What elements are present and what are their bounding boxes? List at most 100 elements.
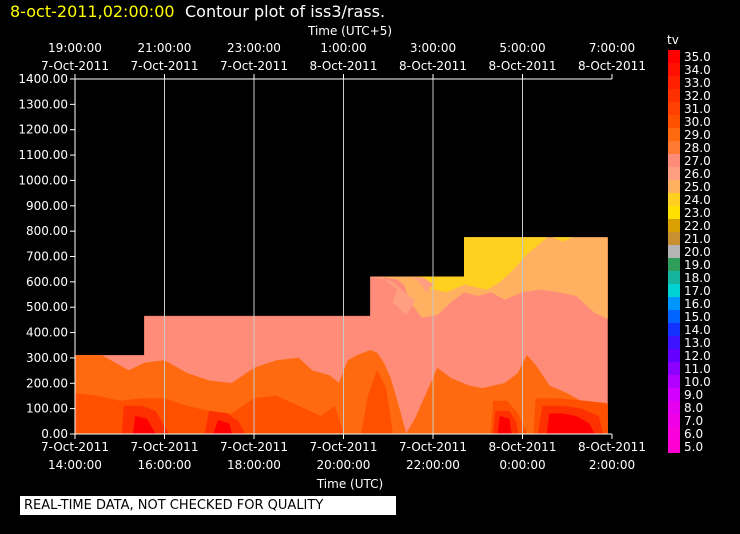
legend-swatch bbox=[668, 245, 680, 258]
y-tick-label: 800.00 bbox=[26, 224, 68, 238]
y-tick-label: 0.00 bbox=[41, 427, 68, 441]
legend-swatch bbox=[668, 362, 680, 375]
legend-label: 5.0 bbox=[684, 440, 703, 454]
legend-label: 33.0 bbox=[684, 76, 711, 90]
legend-label: 14.0 bbox=[684, 323, 711, 337]
legend-label: 25.0 bbox=[684, 180, 711, 194]
header-timestamp: 8-oct-2011,02:00:00 bbox=[10, 2, 175, 21]
x2-tick-time: 3:00:00 bbox=[410, 41, 456, 55]
y-axis-ticks: 0.00 100.00 200.00 300.00 400.00 500.00 600.00… bbox=[18, 72, 75, 441]
legend-swatch bbox=[668, 115, 680, 128]
y-tick-label: 200.00 bbox=[26, 376, 68, 390]
y-tick-label: 700.00 bbox=[26, 250, 68, 264]
legend-swatch bbox=[668, 297, 680, 310]
legend-swatch bbox=[668, 206, 680, 219]
legend-swatch bbox=[668, 310, 680, 323]
x-tick-date: 8-Oct-2011 bbox=[578, 440, 646, 454]
x-tick-time: 16:00:00 bbox=[138, 458, 192, 472]
x-tick-date: 7-Oct-2011 bbox=[310, 440, 378, 454]
y-tick-label: 300.00 bbox=[26, 351, 68, 365]
legend-swatch bbox=[668, 50, 680, 63]
y-tick-label: 900.00 bbox=[26, 199, 68, 213]
gridlines bbox=[164, 79, 523, 434]
x-tick-time: 20:00:00 bbox=[317, 458, 371, 472]
legend-swatch bbox=[668, 427, 680, 440]
legend-swatch bbox=[668, 141, 680, 154]
x-tick-time: 14:00:00 bbox=[48, 458, 102, 472]
x2-axis-ticks: 19:00:00 7-Oct-2011 21:00:00 7-Oct-2011 23:0… bbox=[41, 41, 646, 79]
contour-regions bbox=[74, 237, 608, 435]
legend-label: 11.0 bbox=[684, 362, 711, 376]
legend-label: 32.0 bbox=[684, 89, 711, 103]
x-tick-date: 7-Oct-2011 bbox=[131, 440, 199, 454]
legend-label: 35.0 bbox=[684, 50, 711, 64]
legend-title: tv bbox=[667, 33, 679, 47]
x2-axis-label: Time (UTC+5) bbox=[307, 24, 392, 38]
x2-tick-time: 21:00:00 bbox=[138, 41, 192, 55]
x2-tick-date: 8-Oct-2011 bbox=[310, 59, 378, 73]
legend-label: 12.0 bbox=[684, 349, 711, 363]
legend-swatch bbox=[668, 258, 680, 271]
legend-label: 29.0 bbox=[684, 128, 711, 142]
x-tick-time: 2:00:00 bbox=[589, 458, 635, 472]
legend-label: 7.0 bbox=[684, 414, 703, 428]
contour-region-34 bbox=[497, 415, 512, 435]
x-tick-date: 7-Oct-2011 bbox=[41, 440, 109, 454]
legend-swatch bbox=[668, 336, 680, 349]
legend-label: 24.0 bbox=[684, 193, 711, 207]
y-tick-label: 400.00 bbox=[26, 326, 68, 340]
contour-region-26 bbox=[370, 276, 416, 316]
header-title: Contour plot of iss3/rass. bbox=[185, 2, 385, 21]
legend-swatch bbox=[668, 154, 680, 167]
legend-swatch bbox=[668, 271, 680, 284]
legend-label: 23.0 bbox=[684, 206, 711, 220]
x2-tick-time: 1:00:00 bbox=[320, 41, 366, 55]
legend-swatch bbox=[668, 375, 680, 388]
legend-swatch bbox=[668, 76, 680, 89]
x-tick-time: 22:00:00 bbox=[406, 458, 460, 472]
x2-tick-date: 8-Oct-2011 bbox=[489, 59, 557, 73]
y-tick-label: 1100.00 bbox=[18, 148, 68, 162]
legend-label: 18.0 bbox=[684, 271, 711, 285]
x2-tick-time: 19:00:00 bbox=[48, 41, 102, 55]
legend-swatch bbox=[668, 440, 680, 453]
x2-tick-time: 7:00:00 bbox=[589, 41, 635, 55]
legend-label: 34.0 bbox=[684, 63, 711, 77]
legend-swatch bbox=[668, 284, 680, 297]
x2-tick-time: 5:00:00 bbox=[499, 41, 545, 55]
quality-notice: REAL-TIME DATA, NOT CHECKED FOR QUALITY bbox=[20, 496, 396, 515]
x-tick-time: 18:00:00 bbox=[227, 458, 281, 472]
x2-tick-date: 7-Oct-2011 bbox=[131, 59, 199, 73]
legend-swatch bbox=[668, 323, 680, 336]
legend-swatch bbox=[668, 232, 680, 245]
y-tick-label: 1200.00 bbox=[18, 123, 68, 137]
x-tick-date: 7-Oct-2011 bbox=[399, 440, 467, 454]
legend-swatch bbox=[668, 89, 680, 102]
x2-tick-time: 23:00:00 bbox=[227, 41, 281, 55]
quality-notice-text: REAL-TIME DATA, NOT CHECKED FOR QUALITY bbox=[24, 498, 324, 513]
x-tick-date: 8-Oct-2011 bbox=[489, 440, 557, 454]
y-tick-label: 1000.00 bbox=[18, 173, 68, 187]
x-axis-ticks: 7-Oct-2011 14:00:00 7-Oct-2011 16:00:00 7-Oc… bbox=[41, 434, 646, 472]
legend-label: 19.0 bbox=[684, 258, 711, 272]
legend-label: 10.0 bbox=[684, 375, 711, 389]
y-tick-label: 100.00 bbox=[26, 402, 68, 416]
legend-label: 30.0 bbox=[684, 115, 711, 129]
legend-label: 31.0 bbox=[684, 102, 711, 116]
x2-tick-date: 7-Oct-2011 bbox=[220, 59, 288, 73]
legend-swatch bbox=[668, 414, 680, 427]
legend-label: 28.0 bbox=[684, 141, 711, 155]
legend-swatch bbox=[668, 63, 680, 76]
y-tick-label: 1300.00 bbox=[18, 97, 68, 111]
legend-swatch bbox=[668, 219, 680, 232]
legend-swatch bbox=[668, 401, 680, 414]
contour-region-23.5 bbox=[553, 237, 572, 242]
legend-label: 6.0 bbox=[684, 427, 703, 441]
y-tick-label: 1400.00 bbox=[18, 72, 68, 86]
legend-swatch bbox=[668, 102, 680, 115]
legend-swatch bbox=[668, 193, 680, 206]
x2-tick-date: 8-Oct-2011 bbox=[399, 59, 467, 73]
legend-swatch bbox=[668, 167, 680, 180]
legend-swatch bbox=[668, 349, 680, 362]
